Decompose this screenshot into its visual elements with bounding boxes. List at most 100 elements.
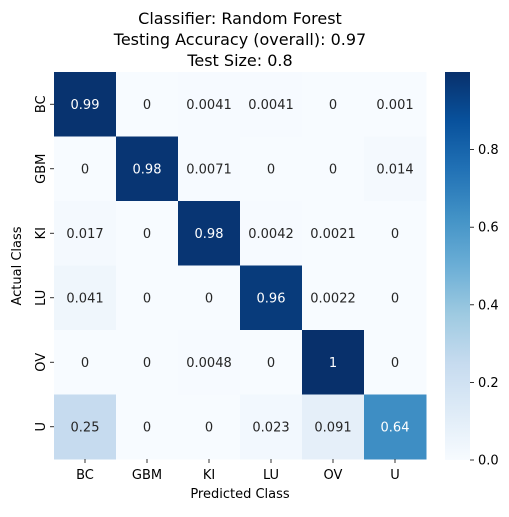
heatmap-cell (116, 394, 179, 460)
cell-value-label: 0.98 (133, 162, 162, 177)
heatmap-cell (178, 201, 241, 266)
x-tick-label: OV (324, 468, 343, 483)
y-tick-label: LU (34, 290, 49, 306)
heatmap-cell (116, 265, 179, 331)
y-tick-label: U (34, 422, 49, 432)
cell-value-label: 0 (329, 98, 337, 113)
heatmap-cell (302, 201, 365, 266)
heatmap-cell (240, 201, 303, 266)
heatmap-cell (54, 136, 117, 202)
title-line-1: Classifier: Random Forest (138, 9, 342, 28)
heatmap-cell (54, 201, 117, 266)
cell-value-label: 0 (81, 356, 89, 371)
heatmap-cell (240, 265, 303, 331)
cell-value-label: 0.001 (376, 98, 413, 113)
cell-value-label: 0 (391, 356, 399, 371)
cell-value-label: 0 (267, 356, 275, 371)
x-tick-label: LU (263, 468, 279, 483)
cell-value-label: 0 (391, 291, 399, 306)
cell-value-label: 0.0041 (248, 98, 294, 113)
y-axis-label: Actual Class (10, 226, 25, 305)
y-axis-ticks: BC GBM KI LU OV U (34, 95, 54, 432)
cell-value-label: 0.017 (66, 227, 103, 242)
heatmap-cell (240, 136, 303, 202)
cell-value-label: 0 (143, 98, 151, 113)
cell-value-label: 0 (81, 162, 89, 177)
cell-value-label: 0.0042 (248, 227, 294, 242)
cell-value-label: 0.0071 (186, 162, 232, 177)
heatmap-cell (364, 201, 427, 266)
heatmap-cell (240, 72, 303, 137)
cell-value-label: 0.99 (71, 98, 100, 113)
cell-value-label: 0 (143, 356, 151, 371)
cell-value-label: 0 (267, 162, 275, 177)
heatmap-cell (178, 330, 241, 395)
cell-value-label: 0.014 (376, 162, 413, 177)
title-line-3: Test Size: 0.8 (186, 51, 292, 70)
cell-value-label: 0.091 (314, 420, 351, 435)
cell-value-label: 0.041 (66, 291, 103, 306)
heatmap-cell (178, 136, 241, 202)
cell-value-label: 0 (205, 291, 213, 306)
heatmap-cell (364, 72, 427, 137)
heatmap-cell (302, 330, 365, 395)
colorbar-ticks: 0.0 0.2 0.4 0.6 0.8 (470, 143, 499, 469)
heatmap-cell (54, 265, 117, 331)
chart-title: Classifier: Random Forest Testing Accura… (113, 9, 366, 70)
heatmap-cell (240, 330, 303, 395)
heatmap-cell (178, 394, 241, 460)
cell-value-label: 0.023 (252, 420, 289, 435)
y-tick-label: KI (34, 227, 49, 239)
cell-value-label: 0.64 (381, 420, 410, 435)
colorbar-tick-label: 0.4 (478, 298, 499, 313)
colorbar-tick-label: 0.8 (478, 143, 499, 158)
heatmap-cell (364, 394, 427, 460)
heatmap-cell (364, 330, 427, 395)
heatmap-cells (54, 72, 427, 460)
cell-value-label: 0.98 (195, 227, 224, 242)
heatmap-cell (240, 394, 303, 460)
heatmap-cell (54, 330, 117, 395)
heatmap-cell (364, 136, 427, 202)
heatmap-cell (116, 72, 179, 137)
y-tick-label: BC (34, 95, 49, 113)
heatmap-cell (54, 394, 117, 460)
cell-value-label: 0 (143, 227, 151, 242)
colorbar-tick-label: 0.2 (478, 376, 499, 391)
cell-value-label: 0 (391, 227, 399, 242)
cell-value-label: 0.25 (71, 420, 100, 435)
heatmap-cell (364, 265, 427, 331)
x-tick-label: BC (76, 468, 94, 483)
colorbar-tick-label: 0.0 (478, 454, 499, 469)
cell-value-label: 0.96 (257, 291, 286, 306)
cell-value-label: 0.0041 (186, 98, 232, 113)
x-tick-label: KI (203, 468, 215, 483)
cell-value-label: 0 (329, 162, 337, 177)
cell-value-label: 0 (205, 420, 213, 435)
heatmap-cell (302, 394, 365, 460)
x-tick-label: GBM (132, 468, 162, 483)
heatmap-cell (178, 265, 241, 331)
colorbar-tick-label: 0.6 (478, 221, 499, 236)
heatmap-annotations: 0.99 0 0.0041 0.0041 0 0.001 0 0.98 0.0071 0 0 0.01… (66, 98, 413, 436)
x-axis-label: Predicted Class (190, 487, 290, 502)
title-line-2: Testing Accuracy (overall): 0.97 (113, 30, 366, 49)
cell-value-label: 0 (143, 291, 151, 306)
x-tick-label: U (390, 468, 400, 483)
heatmap-cell (116, 136, 179, 202)
heatmap-cell (302, 265, 365, 331)
cell-value-label: 0.0021 (310, 227, 356, 242)
heatmap-cell (302, 136, 365, 202)
cell-value-label: 1 (329, 356, 337, 371)
heatmap-cell (54, 72, 117, 137)
colorbar-gradient (445, 72, 470, 460)
cell-value-label: 0 (143, 420, 151, 435)
x-axis-ticks: BC GBM KI LU OV U (76, 459, 400, 483)
heatmap-cell (116, 201, 179, 266)
y-tick-label: GBM (34, 154, 49, 184)
heatmap-cell (116, 330, 179, 395)
heatmap-cell (178, 72, 241, 137)
cell-value-label: 0.0048 (186, 356, 232, 371)
y-tick-label: OV (34, 353, 49, 372)
